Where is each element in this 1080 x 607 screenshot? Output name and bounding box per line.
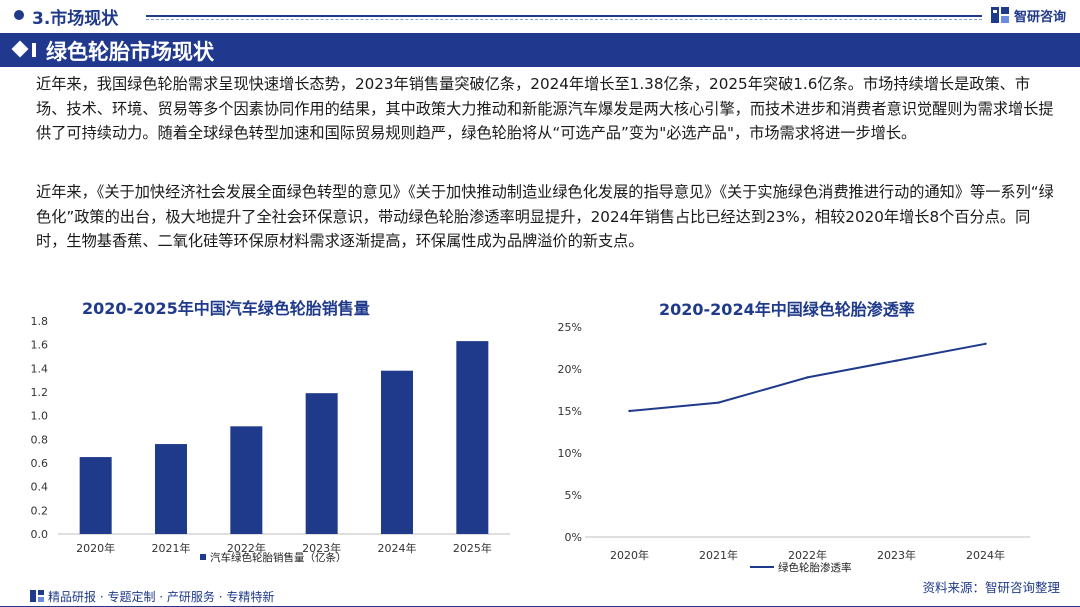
- policy-paragraph: 近年来，《关于加快经济社会发展全面绿色转型的意见》《关于加快推动制造业绿色化发展…: [36, 183, 1054, 251]
- y-tick-label: 15%: [558, 405, 582, 418]
- y-tick-label: 0.2: [31, 504, 49, 517]
- line-chart: 0% 5% 10% 15% 20% 25% 2020年 2021年 2022年 2023年 2024…: [558, 321, 1030, 574]
- bar: [79, 457, 112, 534]
- legend-label: 汽车绿色轮胎销售量（亿条）: [210, 551, 347, 564]
- x-tick-label: 2023年: [302, 541, 341, 555]
- bar: [230, 426, 263, 534]
- x-tick-label: 2024年: [966, 548, 1005, 562]
- x-tick-label: 2024年: [378, 541, 417, 555]
- data-point: [984, 342, 987, 345]
- y-tick-label: 1.0: [31, 410, 49, 423]
- x-tick-label: 2023年: [877, 548, 916, 562]
- bar-chart: 0.0 0.2 0.4 0.6 0.8 1.0 1.2 1.4 1.6 1.8 2020年 2021年…: [31, 315, 510, 564]
- section-bullet-icon: [14, 10, 24, 20]
- title-banner: 绿色轮胎市场现状: [0, 33, 1080, 67]
- x-tick-label: 2022年: [227, 541, 266, 555]
- footer: 精品研报 · 专题定制 · 产研服务 · 专精特新 资料来源：智研咨询整理: [0, 580, 1080, 607]
- y-tick-label: 25%: [558, 321, 582, 334]
- y-tick-label: 0%: [565, 531, 582, 544]
- bar: [305, 393, 338, 534]
- y-tick-label: 0.8: [31, 433, 49, 446]
- brand-name: 智研咨询: [1013, 9, 1066, 25]
- data-point: [628, 409, 631, 413]
- banner-bar-icon: [32, 43, 36, 57]
- section-title: 3.市场现状: [32, 9, 119, 29]
- banner-diamond-icon: [11, 40, 29, 58]
- x-tick-label: 2020年: [610, 548, 649, 562]
- data-point: [806, 376, 809, 379]
- line-chart-title: 2020-2024年中国绿色轮胎渗透率: [659, 300, 915, 319]
- bar: [456, 341, 489, 534]
- top-header: 3.市场现状 智研咨询: [0, 0, 1080, 30]
- page-title: 绿色轮胎市场现状: [46, 40, 214, 64]
- footer-services: 精品研报 · 专题定制 · 产研服务 · 专精特新: [48, 590, 275, 604]
- y-tick-label: 1.4: [31, 362, 49, 375]
- data-point: [717, 401, 720, 404]
- y-tick-label: 1.6: [31, 339, 49, 352]
- y-tick-label: 5%: [565, 489, 582, 502]
- y-tick-label: 0.4: [31, 481, 49, 494]
- bar: [381, 370, 413, 534]
- x-tick-label: 2025年: [453, 541, 492, 555]
- x-tick-label: 2020年: [76, 541, 115, 555]
- footer-logo-icon: [30, 590, 44, 602]
- legend-label: 绿色轮胎渗透率: [778, 561, 852, 574]
- data-point: [895, 359, 898, 362]
- header-divider: [146, 15, 982, 17]
- data-source: 资料来源：智研咨询整理: [922, 580, 1060, 595]
- y-tick-label: 0.6: [31, 457, 49, 470]
- x-tick-label: 2022年: [788, 548, 827, 562]
- x-tick-label: 2021年: [699, 548, 738, 562]
- y-tick-label: 10%: [558, 447, 582, 460]
- y-tick-label: 20%: [558, 363, 582, 376]
- y-tick-label: 1.8: [31, 315, 49, 328]
- x-tick-label: 2021年: [152, 541, 191, 555]
- brand: 智研咨询: [990, 5, 1066, 25]
- y-tick-label: 0.0: [31, 528, 49, 541]
- y-tick-label: 1.2: [31, 386, 49, 399]
- intro-paragraph: 近年来，我国绿色轮胎需求呈现快速增长态势，2023年销售量突破亿条，2024年增…: [36, 75, 1054, 143]
- bar: [155, 444, 187, 534]
- header-divider-dashed: [146, 19, 982, 20]
- brand-logo-icon: [990, 7, 1009, 23]
- bar-chart-title: 2020-2025年中国汽车绿色轮胎销售量: [82, 299, 370, 318]
- legend-swatch: [200, 554, 206, 560]
